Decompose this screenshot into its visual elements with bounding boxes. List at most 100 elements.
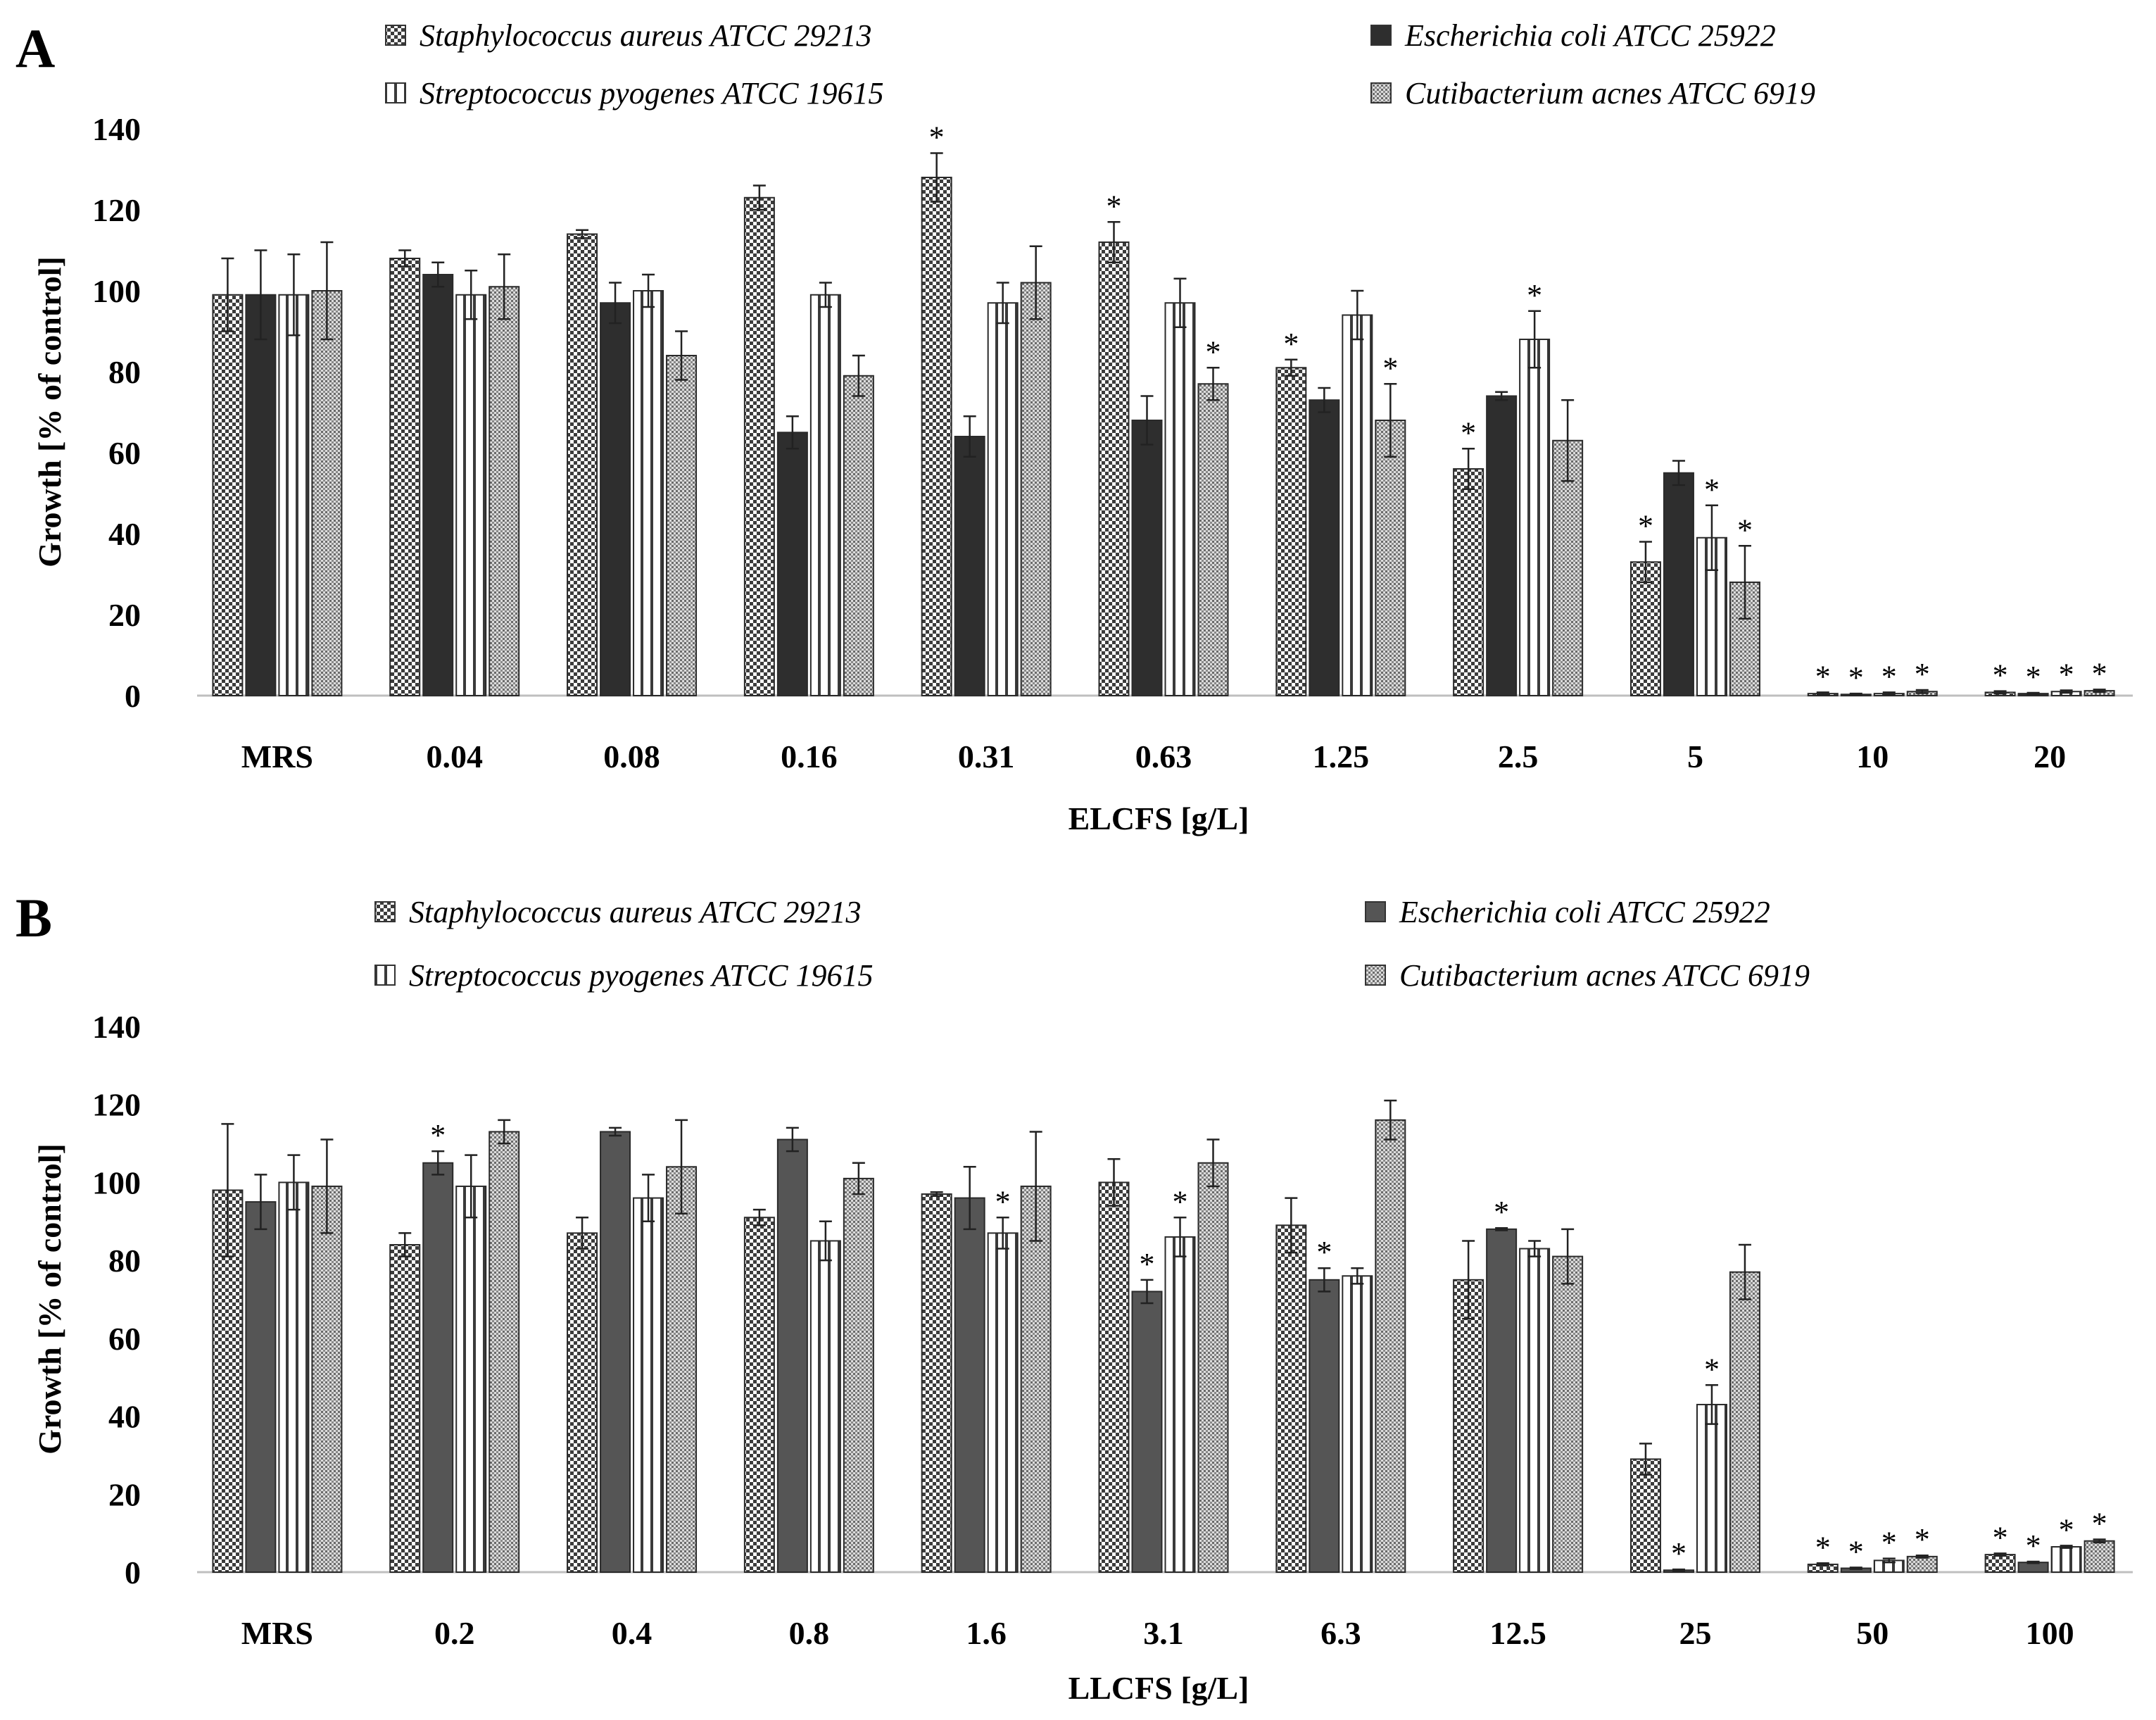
x-tick-label: 6.3 (1320, 1615, 1361, 1651)
legend-swatch (385, 25, 406, 46)
legend-label: Cutibacterium acnes ATCC 6919 (1405, 76, 1815, 111)
bar (1309, 399, 1340, 696)
x-tick-label: MRS (241, 1615, 313, 1651)
y-tick-label: 40 (108, 516, 141, 552)
y-tick-label: 0 (125, 1555, 141, 1590)
significance-star: * (995, 1184, 1011, 1219)
y-tick-label: 100 (92, 1165, 141, 1200)
bar (245, 1201, 277, 1574)
significance-star: * (1848, 660, 1864, 695)
bar (1663, 472, 1694, 696)
bar (666, 1166, 698, 1574)
legend-label: Staphylococcus aureus ATCC 29213 (409, 895, 861, 929)
significance-star: * (1993, 1520, 2008, 1555)
bar (1197, 1162, 1229, 1573)
significance-star: * (2059, 1512, 2074, 1547)
bar (1020, 282, 1052, 696)
x-tick-label: 0.04 (426, 739, 483, 774)
bar (389, 258, 421, 696)
bar (809, 1240, 841, 1573)
y-tick-label: 0 (125, 678, 141, 714)
legend-label: Streptococcus pyogenes ATCC 19615 (420, 76, 884, 111)
x-tick-label: 25 (1679, 1615, 1711, 1651)
significance-star: * (2026, 1528, 2041, 1563)
bar (600, 1131, 631, 1573)
legend-item: Staphylococcus aureus ATCC 29213 (374, 895, 861, 929)
bar (743, 1217, 775, 1573)
bar (1309, 1279, 1340, 1573)
bar (455, 294, 487, 696)
significance-star: * (2092, 656, 2107, 691)
x-tick-label: 50 (1856, 1615, 1889, 1651)
bar (954, 436, 985, 696)
bar (1453, 468, 1484, 696)
significance-star: * (1283, 327, 1299, 361)
significance-star: * (1107, 189, 1122, 223)
legend-label: Staphylococcus aureus ATCC 29213 (420, 18, 871, 53)
bar (455, 1185, 487, 1573)
significance-star: * (1737, 513, 1753, 547)
legend-label: Streptococcus pyogenes ATCC 19615 (409, 958, 874, 993)
bar (954, 1197, 985, 1573)
x-tick-label: 0.8 (789, 1615, 830, 1651)
significance-star: * (2026, 660, 2041, 694)
x-tick-label: 0.63 (1135, 739, 1192, 774)
x-tick-label: 5 (1687, 739, 1703, 774)
x-tick-label: 2.5 (1498, 739, 1539, 774)
legend-item: Escherichia coli ATCC 25922 (1365, 895, 1770, 929)
bar (1275, 367, 1307, 696)
bar (1375, 1119, 1406, 1574)
significance-star: * (1494, 1195, 1509, 1229)
bar (278, 294, 310, 696)
bar (809, 294, 841, 696)
significance-star: * (1140, 1247, 1155, 1281)
bar (987, 1232, 1019, 1573)
legend-swatch (1370, 25, 1392, 46)
bar (488, 286, 520, 696)
bar (567, 1232, 598, 1573)
x-tick-label: 0.16 (781, 739, 838, 774)
bar (1453, 1279, 1484, 1573)
bar (1197, 383, 1229, 696)
legend-label: Cutibacterium acnes ATCC 6919 (1399, 958, 1810, 993)
bar (1375, 420, 1406, 696)
bar (1342, 314, 1373, 696)
x-axis-label: LLCFS [g/L] (1068, 1670, 1249, 1706)
bar (1519, 339, 1551, 696)
y-tick-label: 140 (92, 1009, 141, 1045)
x-tick-label: MRS (241, 739, 313, 774)
bar (1984, 1554, 2016, 1574)
y-tick-label: 40 (108, 1399, 141, 1435)
bar (422, 1162, 454, 1573)
x-tick-label: 1.25 (1313, 739, 1370, 774)
y-tick-label: 60 (108, 1321, 141, 1357)
bar (1342, 1275, 1373, 1574)
bar (389, 1244, 421, 1573)
bar (212, 294, 244, 696)
significance-star: * (1638, 509, 1653, 544)
bar (921, 177, 952, 696)
bar (1906, 1555, 1938, 1574)
bar (1486, 395, 1518, 696)
legend-item: Escherichia coli ATCC 25922 (1370, 18, 1776, 53)
x-tick-label: 3.1 (1143, 1615, 1184, 1651)
bar (743, 196, 775, 696)
panel-letter: B (15, 887, 52, 948)
bar (1629, 561, 1661, 696)
significance-star: * (1671, 1536, 1687, 1571)
bar (1131, 1291, 1163, 1574)
bar (1552, 439, 1584, 696)
bar (311, 1185, 343, 1573)
bar (776, 432, 808, 696)
x-axis-label: ELCFS [g/L] (1068, 801, 1249, 836)
bar (245, 294, 277, 696)
y-tick-label: 140 (92, 111, 141, 147)
legend-swatch (1365, 965, 1386, 986)
bar (567, 233, 598, 696)
bar (1696, 1403, 1727, 1573)
bar (278, 1181, 310, 1573)
y-tick-label: 60 (108, 435, 141, 471)
bar (1020, 1185, 1052, 1573)
bar (422, 274, 454, 696)
